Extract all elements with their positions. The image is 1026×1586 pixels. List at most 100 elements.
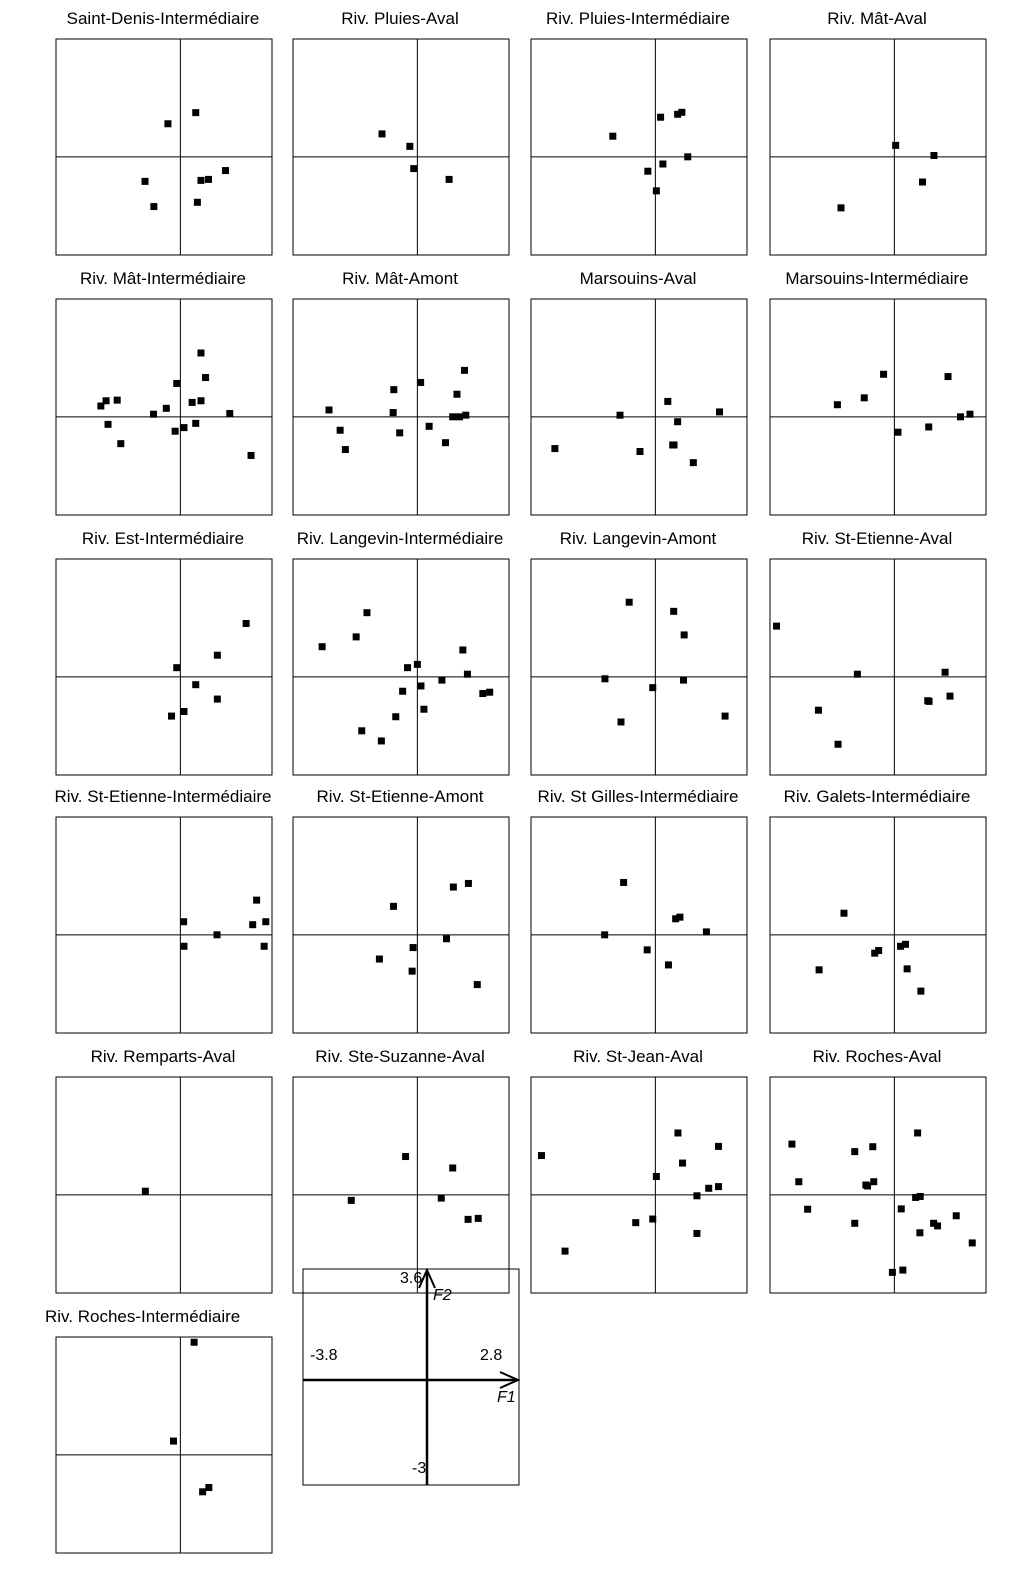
plot-frame — [55, 558, 273, 776]
data-point — [679, 1159, 687, 1167]
data-point — [205, 175, 213, 183]
scatter-plot — [769, 1076, 987, 1294]
data-point — [180, 942, 188, 950]
data-point — [420, 705, 428, 713]
plot-frame — [55, 38, 273, 256]
data-point — [213, 931, 221, 939]
data-point — [649, 684, 657, 692]
data-point — [944, 373, 952, 381]
data-point — [897, 1205, 905, 1213]
data-point — [871, 949, 879, 957]
data-point — [352, 633, 360, 641]
panel-title: Riv. Est-Intermédiaire — [81, 529, 245, 548]
scatter-plot — [292, 558, 510, 776]
plot-frame — [292, 38, 510, 256]
scatter-panel: Riv. Pluies-Intermédiaire — [518, 8, 758, 268]
data-point — [897, 942, 905, 950]
data-point — [659, 160, 667, 168]
data-point — [202, 374, 210, 382]
plot-frame — [530, 816, 748, 1034]
data-point — [104, 420, 112, 428]
data-point — [442, 935, 450, 943]
data-point — [684, 153, 692, 161]
plot-frame — [769, 38, 987, 256]
scatter-plot — [55, 38, 273, 256]
plot-frame — [292, 816, 510, 1034]
data-point — [551, 445, 559, 453]
data-point — [609, 132, 617, 140]
data-point — [968, 1239, 976, 1247]
panel-title: Riv. Roches-Aval — [812, 1047, 942, 1066]
scatter-plot — [769, 298, 987, 516]
data-point — [860, 394, 868, 402]
data-point — [318, 643, 326, 651]
data-point — [180, 918, 188, 926]
data-point — [925, 423, 933, 431]
data-point — [851, 1219, 859, 1227]
plot-frame — [769, 1076, 987, 1294]
scatter-plot — [55, 816, 273, 1034]
panel-title: Riv. Remparts-Aval — [90, 1047, 236, 1066]
data-point — [438, 676, 446, 684]
data-point — [150, 203, 158, 211]
data-point — [408, 967, 416, 975]
data-point — [192, 109, 200, 117]
data-point — [930, 1219, 938, 1227]
data-point — [840, 909, 848, 917]
data-point — [617, 718, 625, 726]
data-point — [399, 687, 407, 695]
scatter-plot — [292, 38, 510, 256]
scatter-panel: Riv. Langevin-Intermédiaire — [280, 528, 520, 788]
data-point — [941, 668, 949, 676]
data-point — [192, 681, 200, 689]
scatter-plot — [55, 1076, 273, 1294]
panel-title: Riv. Mât-Intermédiaire — [80, 269, 246, 288]
data-point — [460, 366, 468, 374]
scatter-plot — [530, 298, 748, 516]
plot-frame — [530, 38, 748, 256]
data-point — [392, 713, 400, 721]
data-point — [199, 1488, 207, 1496]
data-point — [262, 918, 270, 926]
data-point — [788, 1140, 796, 1148]
scatter-panel: Riv. Mât-Aval — [757, 8, 997, 268]
data-point — [664, 961, 672, 969]
data-point — [916, 1192, 924, 1200]
data-point — [880, 370, 888, 378]
data-point — [643, 946, 651, 954]
data-point — [188, 398, 196, 406]
scatter-panel: Riv. Roches-Intermédiaire — [43, 1306, 283, 1566]
panel-title: Riv. Roches-Intermédiaire — [45, 1307, 241, 1326]
data-point — [716, 408, 724, 416]
scale-key-svg: 3.6 F2 -3.8 2.8 F1 -3 — [302, 1267, 521, 1486]
data-point — [892, 141, 900, 149]
scatter-panel: Riv. Mât-Amont — [280, 268, 520, 528]
data-point — [449, 1164, 457, 1172]
data-point — [853, 670, 861, 678]
data-point — [705, 1184, 713, 1192]
panel-title: Riv. Pluies-Intermédiaire — [546, 9, 730, 28]
data-point — [437, 1194, 445, 1202]
panel-title: Riv. Mât-Aval — [827, 9, 927, 28]
data-point — [459, 646, 467, 654]
data-point — [864, 1182, 872, 1190]
scatter-panel: Riv. St-Jean-Aval — [518, 1046, 758, 1306]
data-point — [442, 439, 450, 447]
data-point — [171, 427, 179, 435]
scatter-plot — [530, 1076, 748, 1294]
plot-frame — [530, 558, 748, 776]
data-point — [919, 178, 927, 186]
data-point — [680, 676, 688, 684]
scatter-panel: Riv. Pluies-Aval — [280, 8, 520, 268]
data-point — [715, 1183, 723, 1191]
scatter-panel: Riv. Est-Intermédiaire — [43, 528, 283, 788]
scatter-plot — [292, 1076, 510, 1294]
data-point — [249, 921, 257, 929]
scatter-panel: Riv. St-Etienne-Intermédiaire — [43, 786, 283, 1046]
data-point — [449, 883, 457, 891]
data-point — [652, 187, 660, 195]
x-min-label: -3.8 — [310, 1347, 338, 1364]
axis-scale-key: 3.6 F2 -3.8 2.8 F1 -3 — [302, 1267, 521, 1486]
data-point — [674, 1129, 682, 1137]
data-point — [894, 428, 902, 436]
